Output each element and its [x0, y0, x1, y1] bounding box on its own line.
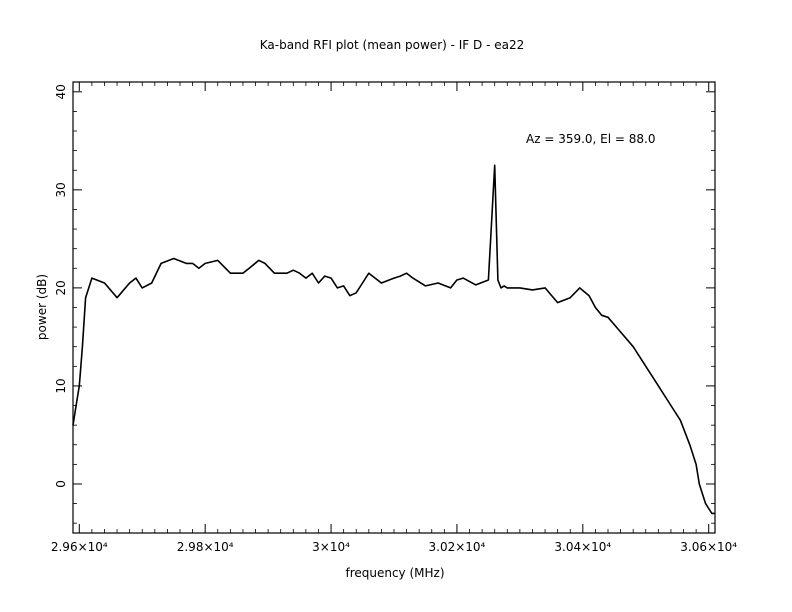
- y-tick-label: 20: [54, 280, 68, 295]
- x-tick-label: 2.98×10⁴: [177, 540, 234, 554]
- plot-frame: [72, 81, 716, 534]
- y-tick-label: 30: [54, 182, 68, 197]
- y-axis-label: power (dB): [35, 274, 49, 340]
- x-axis-label: frequency (MHz): [345, 566, 444, 580]
- power-series-line: [72, 164, 715, 515]
- y-tick-label: 40: [54, 84, 68, 99]
- chart-title: Ka-band RFI plot (mean power) - IF D - e…: [260, 38, 524, 52]
- x-tick-label: 3.06×10⁴: [680, 540, 737, 554]
- az-el-annotation: Az = 359.0, El = 88.0: [526, 132, 656, 146]
- y-tick-labels: 0 10 20 30 40: [54, 84, 68, 488]
- x-tick-label: 3.02×10⁴: [429, 540, 486, 554]
- axis-ticks: [73, 82, 715, 533]
- x-tick-label: 3.04×10⁴: [554, 540, 611, 554]
- x-tick-labels: 2.96×10⁴ 2.98×10⁴ 3×10⁴ 3.02×10⁴ 3.04×10⁴ 3.0…: [51, 540, 737, 554]
- y-tick-label: 0: [54, 480, 68, 488]
- y-tick-label: 10: [54, 378, 68, 393]
- x-tick-label: 2.96×10⁴: [51, 540, 108, 554]
- x-tick-label: 3×10⁴: [312, 540, 350, 554]
